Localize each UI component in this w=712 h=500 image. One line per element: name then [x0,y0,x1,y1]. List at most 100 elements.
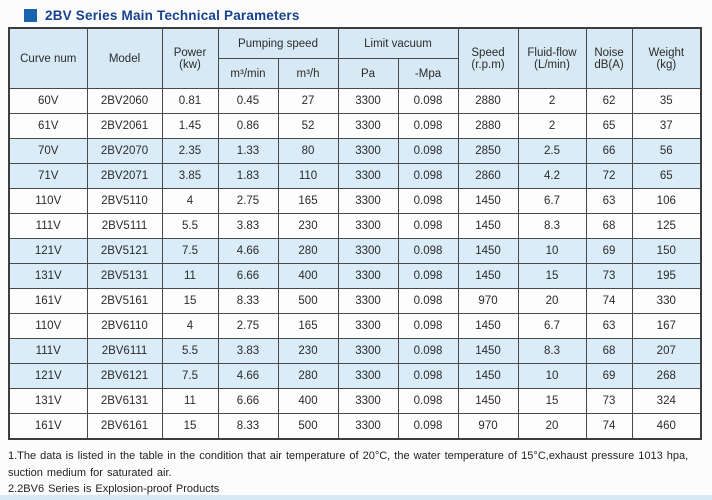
table-cell: 3.83 [217,338,279,364]
table-cell: 165 [277,313,339,339]
table-cell: 72 [585,163,633,189]
table-cell: 970 [457,288,519,314]
table-cell: 0.098 [397,388,459,414]
table-cell: 73 [585,388,633,414]
table-cell: 3300 [337,363,399,389]
table-row: 110V 2BV6110 4 2.75 165 3300 0.098 1450 6.7 63 167 [8,313,702,339]
table-cell: 0.098 [397,263,459,289]
table-cell: 330 [631,288,702,314]
table-cell: 2.75 [217,313,279,339]
table-cell: 3300 [337,113,399,139]
table-row: 161V 2BV5161 15 8.33 500 3300 0.098 970 20 74 330 [8,288,702,314]
bottom-strip [0,495,712,500]
table-cell: 280 [277,363,339,389]
table-cell: 111V [8,213,88,239]
table-cell: 5.5 [161,213,219,239]
table-cell: 6.7 [517,313,587,339]
table-cell: 2BV6121 [86,363,163,389]
table-cell: 3300 [337,188,399,214]
header-noise: Noise dB(A) [585,27,633,89]
table-cell: 8.3 [517,338,587,364]
table-cell: 1.45 [161,113,219,139]
table-header: Curve num Model Power (kw) Pumping speed… [8,27,702,89]
table-cell: 500 [277,413,339,440]
table-cell: 167 [631,313,702,339]
table-cell: 71V [8,163,88,189]
table-cell: 11 [161,263,219,289]
header-pumping-speed: Pumping speed [217,27,339,59]
table-cell: 111V [8,338,88,364]
header-power-line2: (kw) [179,58,201,71]
parameters-table: Curve num Model Power (kw) Pumping speed… [8,27,703,440]
table-cell: 0.098 [397,363,459,389]
header-noise-line2: dB(A) [594,58,624,71]
header-unit-mpa: -Mpa [397,58,459,89]
table-cell: 6.7 [517,188,587,214]
table-cell: 61V [8,113,88,139]
header-limit-vacuum: Limit vacuum [337,27,459,59]
table-cell: 1450 [457,338,519,364]
table-cell: 1450 [457,363,519,389]
table-cell: 10 [517,363,587,389]
header-speed-line1: Speed [471,46,505,59]
table-cell: 2.5 [517,138,587,164]
table-cell: 1.83 [217,163,279,189]
table-cell: 37 [631,113,702,139]
table-cell: 2BV6111 [86,338,163,364]
table-cell: 7.5 [161,238,219,264]
table-row: 121V 2BV6121 7.5 4.66 280 3300 0.098 1450 10 69 26… [8,363,702,389]
table-body: 60V 2BV2060 0.81 0.45 27 3300 0.098 2880 2 62 35 61… [8,88,702,440]
table-cell: 35 [631,88,702,114]
table-row: 71V 2BV2071 3.85 1.83 110 3300 0.098 2860 4.2 72 6… [8,163,702,189]
table-row: 60V 2BV2060 0.81 0.45 27 3300 0.098 2880 2 62 35 [8,88,702,114]
table-row: 111V 2BV5111 5.5 3.83 230 3300 0.098 1450 8.3 68 1… [8,213,702,239]
table-cell: 0.098 [397,413,459,440]
table-cell: 161V [8,288,88,314]
table-cell: 2880 [457,88,519,114]
table-cell: 0.098 [397,138,459,164]
footnote-2: 2.2BV6 Series is Explosion-proof Product… [8,483,220,495]
table-cell: 3.85 [161,163,219,189]
table-cell: 3300 [337,263,399,289]
header-weight-line2: (kg) [656,58,677,71]
table-cell: 11 [161,388,219,414]
table-cell: 2 [517,113,587,139]
table-cell: 5.5 [161,338,219,364]
table-cell: 74 [585,288,633,314]
header-unit-m3min: m³/min [217,58,279,89]
table-cell: 15 [517,263,587,289]
table-cell: 3300 [337,163,399,189]
header-speed: Speed (r.p.m) [457,27,519,89]
table-cell: 56 [631,138,702,164]
table-cell: 20 [517,413,587,440]
table-cell: 8.33 [217,288,279,314]
table-cell: 15 [161,413,219,440]
header-power-line1: Power [173,46,207,59]
table-row: 121V 2BV5121 7.5 4.66 280 3300 0.098 1450 10 69 15… [8,238,702,264]
header-unit-pa: Pa [337,58,399,89]
table-cell: 2BV6110 [86,313,163,339]
table-cell: 2BV2071 [86,163,163,189]
table-cell: 0.098 [397,313,459,339]
table-cell: 27 [277,88,339,114]
table-cell: 1450 [457,238,519,264]
table-cell: 65 [585,113,633,139]
table-cell: 460 [631,413,702,440]
table-cell: 2860 [457,163,519,189]
table-cell: 121V [8,238,88,264]
table-row: 61V 2BV2061 1.45 0.86 52 3300 0.098 2880 2 65 37 [8,113,702,139]
table-cell: 3300 [337,138,399,164]
table-cell: 3300 [337,238,399,264]
table-cell: 4.2 [517,163,587,189]
table-cell: 3.83 [217,213,279,239]
header-speed-line2: (r.p.m) [471,58,505,71]
table-cell: 6.66 [217,263,279,289]
table-cell: 121V [8,363,88,389]
table-cell: 4 [161,313,219,339]
table-cell: 2BV2070 [86,138,163,164]
table-cell: 195 [631,263,702,289]
header-fluid-flow-line2: (L/min) [534,58,570,71]
table-cell: 230 [277,338,339,364]
table-cell: 3300 [337,413,399,440]
table-row: 70V 2BV2070 2.35 1.33 80 3300 0.098 2850 2.5 66 56 [8,138,702,164]
